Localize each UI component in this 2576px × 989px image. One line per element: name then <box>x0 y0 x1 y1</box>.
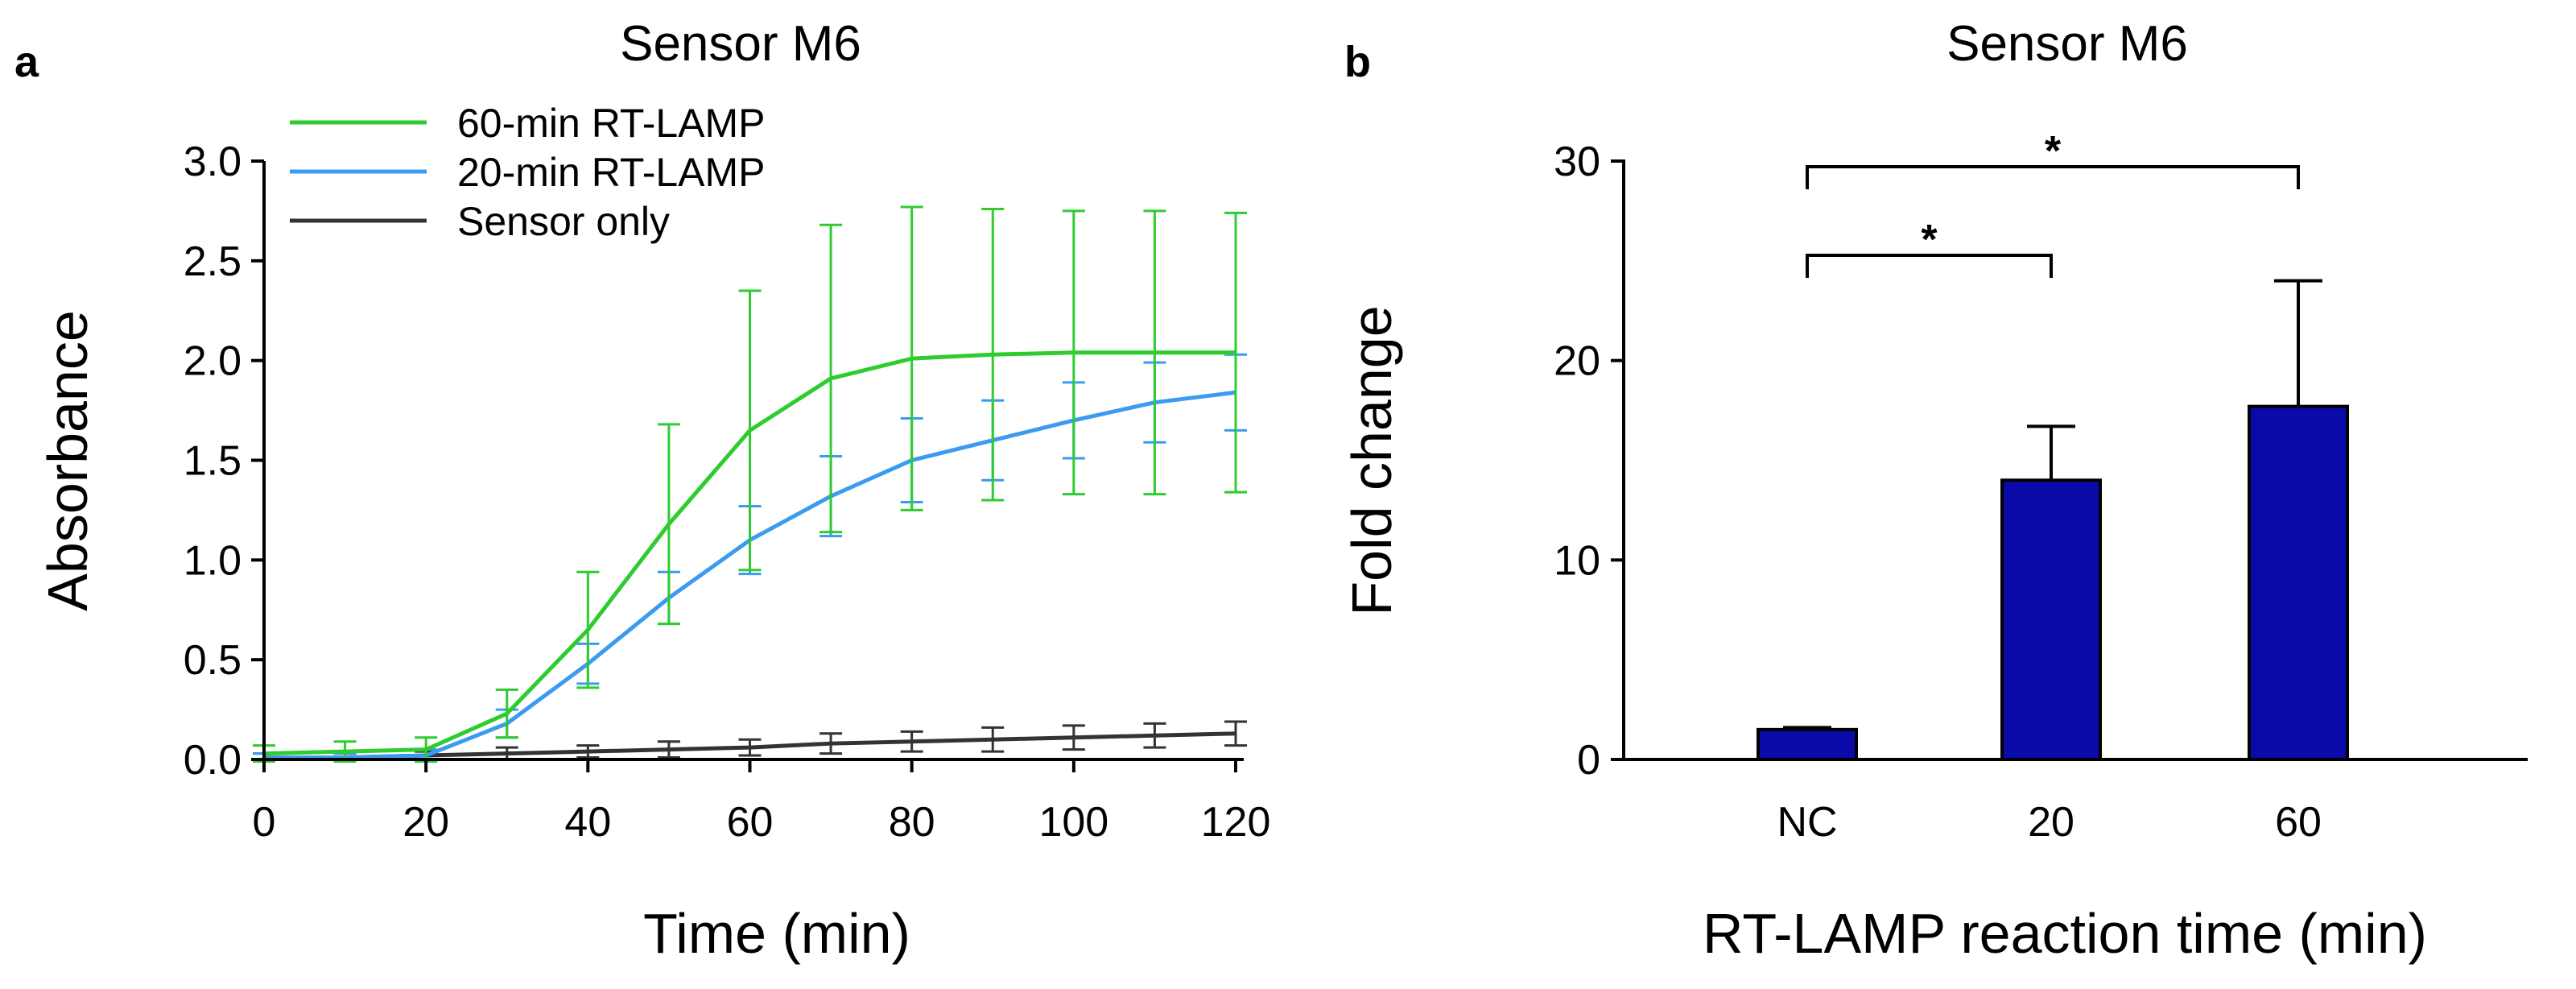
panel-b-title: Sensor M6 <box>1946 16 2188 72</box>
bracket-line <box>1806 254 2053 278</box>
x-tick-label: 100 <box>1038 799 1108 846</box>
panel-a-y-ticks: 0.0 0.5 1.0 1.5 2.0 2.5 3.0 <box>184 139 264 784</box>
x-tick-label: 20 <box>2028 799 2074 846</box>
x-tick-label: 120 <box>1201 799 1271 846</box>
x-tick-label: 80 <box>889 799 935 846</box>
panel-a: a Sensor M6 0.0 0.5 1.0 1.5 2.0 2.5 3.0 0 20 40 6… <box>14 16 1270 965</box>
legend-label-20min: 20-min RT-LAMP <box>457 150 766 195</box>
x-tick-label: 60 <box>727 799 774 846</box>
series-line <box>263 350 1236 756</box>
panel-b-y-ticks: 0 10 20 30 <box>1554 139 1624 784</box>
y-tick-label: 10 <box>1554 537 1600 584</box>
bar-20 <box>2000 478 2102 761</box>
panel-a-x-ticks: 0 20 40 60 80 100 120 <box>253 759 1271 846</box>
significance-star: * <box>2045 128 2062 175</box>
significance-star: * <box>1921 217 1938 263</box>
x-tick-label: 20 <box>402 799 449 846</box>
x-tick-label: 40 <box>564 799 611 846</box>
y-tick-label: 3.0 <box>184 139 242 185</box>
bracket-line <box>1806 165 2300 189</box>
legend-label-sensor-only: Sensor only <box>457 199 670 244</box>
panel-b-x-ticks: NC 20 60 <box>1777 799 2321 846</box>
x-tick-label: NC <box>1777 799 1837 846</box>
panel-a-letter: a <box>14 38 39 86</box>
y-tick-label: 1.5 <box>184 438 242 485</box>
bar-60 <box>2248 404 2349 761</box>
y-tick-label: 0 <box>1577 737 1600 784</box>
panel-b-y-label: Fold change <box>1340 305 1403 615</box>
series-60min <box>253 205 1247 763</box>
x-tick-label: 0 <box>253 799 276 846</box>
y-tick-label: 2.5 <box>184 238 242 285</box>
bar-nc <box>1757 727 1858 761</box>
y-tick-label: 30 <box>1554 139 1600 185</box>
y-tick-label: 20 <box>1554 338 1600 385</box>
y-tick-label: 0.0 <box>184 737 242 784</box>
panel-a-series <box>253 205 1247 763</box>
panel-b-letter: b <box>1344 38 1371 86</box>
x-tick-label: 60 <box>2275 799 2322 846</box>
significance-bracket: * <box>1806 128 2300 189</box>
y-tick-label: 0.5 <box>184 637 242 684</box>
panel-a-legend: 60-min RT-LAMP 20-min RT-LAMP Sensor onl… <box>290 101 766 244</box>
legend-label-60min: 60-min RT-LAMP <box>457 101 766 146</box>
y-tick-label: 2.0 <box>184 338 242 385</box>
panel-b-bars <box>1757 279 2349 761</box>
y-tick-label: 1.0 <box>184 537 242 584</box>
panel-a-y-label: Absorbance <box>36 310 99 611</box>
significance-bracket: * <box>1806 217 2053 278</box>
panel-b-significance: ** <box>1806 128 2300 278</box>
panel-a-title: Sensor M6 <box>620 16 861 72</box>
panel-b-x-label: RT-LAMP reaction time (min) <box>1703 902 2427 965</box>
panel-a-x-label: Time (min) <box>643 902 910 965</box>
